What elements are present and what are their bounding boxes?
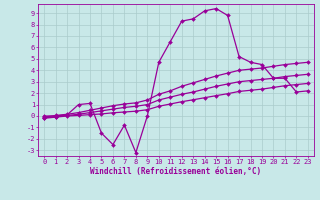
X-axis label: Windchill (Refroidissement éolien,°C): Windchill (Refroidissement éolien,°C)	[91, 167, 261, 176]
